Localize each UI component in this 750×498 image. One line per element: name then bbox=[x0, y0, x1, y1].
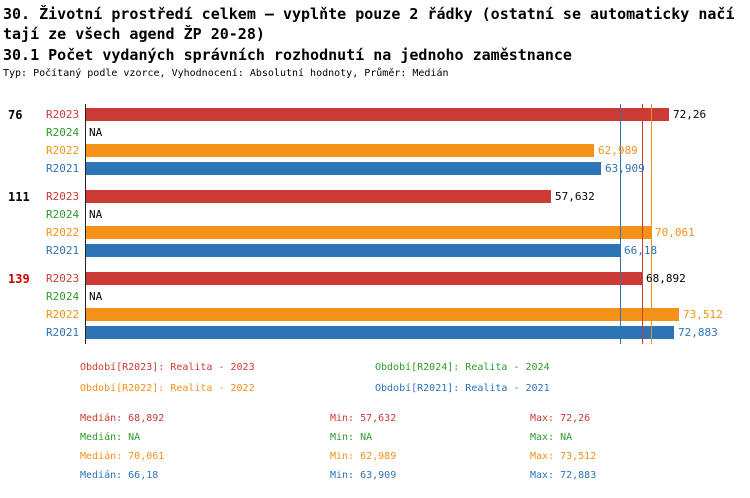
value-label: 66,18 bbox=[624, 244, 658, 257]
series-label-r2022: R2022 bbox=[46, 144, 80, 157]
value-label: 68,892 bbox=[646, 272, 686, 285]
group-count-label: 76 bbox=[8, 108, 23, 122]
series-label-r2024: R2024 bbox=[46, 126, 80, 139]
series-label-r2024: R2024 bbox=[46, 290, 80, 303]
stat-max-r2021: Max: 72,883 bbox=[530, 470, 597, 481]
value-label: NA bbox=[89, 290, 103, 303]
legend-item-r2024: Období[R2024]: Realita - 2024 bbox=[375, 362, 550, 373]
series-label-r2023: R2023 bbox=[46, 272, 80, 285]
legend-item-r2021: Období[R2021]: Realita - 2021 bbox=[375, 383, 550, 394]
series-label-r2022: R2022 bbox=[46, 226, 80, 239]
indicator-title: 30.1 Počet vydaných správních rozhodnutí… bbox=[3, 46, 572, 64]
stat-max-r2023: Max: 72,26 bbox=[530, 413, 591, 424]
value-label: 57,632 bbox=[555, 190, 595, 203]
value-label: 72,883 bbox=[678, 326, 718, 339]
stat-median-r2021: Medián: 66,18 bbox=[80, 470, 159, 481]
value-label: 63,909 bbox=[605, 162, 645, 175]
series-label-r2021: R2021 bbox=[46, 162, 80, 175]
stat-min-r2023: Min: 57,632 bbox=[330, 413, 397, 424]
stat-min-r2021: Min: 63,909 bbox=[330, 470, 397, 481]
stat-min-r2022: Min: 62,989 bbox=[330, 451, 397, 462]
median-line-r2021 bbox=[620, 104, 621, 344]
series-label-r2023: R2023 bbox=[46, 108, 80, 121]
series-label-r2021: R2021 bbox=[46, 326, 80, 339]
bar-r2023 bbox=[85, 272, 642, 285]
bar-r2022 bbox=[85, 144, 594, 157]
stat-median-r2024: Medián: NA bbox=[80, 432, 141, 443]
series-label-r2023: R2023 bbox=[46, 190, 80, 203]
stat-max-r2022: Max: 73,512 bbox=[530, 451, 597, 462]
series-label-r2024: R2024 bbox=[46, 208, 80, 221]
stat-median-r2023: Medián: 68,892 bbox=[80, 413, 165, 424]
page-title-line-2: tají ze všech agend ŽP 20-28) bbox=[3, 25, 265, 43]
legend-item-r2023: Období[R2023]: Realita - 2023 bbox=[80, 362, 255, 373]
bar-r2022 bbox=[85, 226, 651, 239]
series-label-r2021: R2021 bbox=[46, 244, 80, 257]
value-label: 70,061 bbox=[655, 226, 695, 239]
value-label: NA bbox=[89, 208, 103, 221]
median-line-r2023 bbox=[642, 104, 643, 344]
bar-r2022 bbox=[85, 308, 679, 321]
group-count-label: 111 bbox=[8, 190, 30, 204]
value-label: NA bbox=[89, 126, 103, 139]
bar-r2023 bbox=[85, 108, 669, 121]
series-label-r2022: R2022 bbox=[46, 308, 80, 321]
bar-r2021 bbox=[85, 326, 674, 339]
stat-min-r2024: Min: NA bbox=[330, 432, 373, 443]
bar-r2021 bbox=[85, 162, 601, 175]
median-line-r2022 bbox=[651, 104, 652, 344]
bar-r2023 bbox=[85, 190, 551, 203]
page-title-line-1: 30. Životní prostředí celkem – vyplňte p… bbox=[3, 5, 735, 23]
group-count-label: 139 bbox=[8, 272, 30, 286]
stat-median-r2022: Medián: 70,061 bbox=[80, 451, 165, 462]
stat-max-r2024: Max: NA bbox=[530, 432, 573, 443]
value-label: 73,512 bbox=[683, 308, 723, 321]
value-label: 72,26 bbox=[673, 108, 707, 121]
y-axis-line bbox=[85, 104, 86, 344]
value-label: 62,989 bbox=[598, 144, 638, 157]
indicator-meta: Typ: Počítaný podle vzorce, Vyhodnocení:… bbox=[3, 68, 449, 79]
legend-item-r2022: Období[R2022]: Realita - 2022 bbox=[80, 383, 255, 394]
bar-r2021 bbox=[85, 244, 620, 257]
